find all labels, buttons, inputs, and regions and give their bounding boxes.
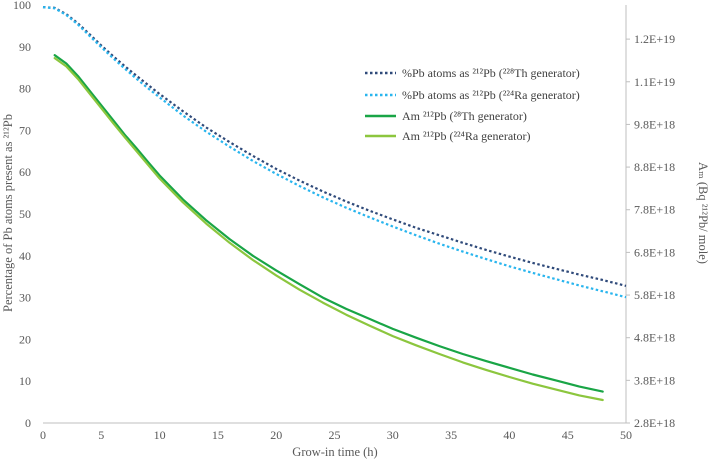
x-tick-label: 30 — [387, 428, 399, 442]
legend-label-ra-activity: Am ²¹²Pb (²²⁴Ra generator) — [402, 129, 530, 143]
x-tick-label: 35 — [445, 428, 457, 442]
legend-label-th-percent: %Pb atoms as ²¹²Pb (²²⁸Th generator) — [402, 66, 580, 80]
y2-tick-label: 3.8E+18 — [634, 373, 675, 387]
series-line-th-activity — [53, 54, 604, 393]
y2-tick-label: 5.8E+18 — [634, 288, 675, 302]
x-tick-label: 50 — [620, 428, 632, 442]
series-line-th-percent — [42, 6, 627, 287]
legend-label-ra-percent: %Pb atoms as ²¹²Pb (²²⁴Ra generator) — [402, 88, 580, 102]
y-axis-label: Percentage of Pb atoms present as ²¹²Pb — [1, 114, 15, 312]
y2-tick-label: 1.1E+19 — [634, 75, 675, 89]
y2-tick-label: 7.8E+18 — [634, 203, 675, 217]
y-tick-label: 20 — [19, 332, 31, 346]
x-tick-label: 15 — [212, 428, 224, 442]
series-lines — [42, 6, 627, 402]
y2-tick-label: 4.8E+18 — [634, 331, 675, 345]
x-tick-label: 5 — [98, 428, 104, 442]
y2-tick-label: 8.8E+18 — [634, 160, 675, 174]
y-tick-label: 0 — [25, 416, 31, 430]
y-tick-label: 10 — [19, 374, 31, 388]
x-tick-label: 10 — [154, 428, 166, 442]
y2-tick-label: 6.8E+18 — [634, 245, 675, 259]
y-tick-label: 70 — [19, 123, 31, 137]
y2-tick-label: 2.8E+18 — [634, 416, 675, 430]
series-line-ra-percent — [42, 6, 627, 299]
x-tick-label: 20 — [270, 428, 282, 442]
x-tick-label: 45 — [562, 428, 574, 442]
y-tick-label: 30 — [19, 291, 31, 305]
y-tick-label: 40 — [19, 249, 31, 263]
legend-label-th-activity: Am ²¹²Pb (²⁸Th generator) — [402, 109, 527, 123]
y-tick-label: 50 — [19, 207, 31, 221]
x-tick-label: 0 — [40, 428, 46, 442]
x-tick-label: 25 — [329, 428, 341, 442]
y2-tick-label: 1.2E+19 — [634, 32, 675, 46]
y-tick-label: 80 — [19, 82, 31, 96]
x-tick-label: 40 — [503, 428, 515, 442]
y-tick-label: 100 — [13, 0, 31, 12]
axes: 0 5 10 15 20 25 30 35 40 45 50 0 10 20 30 40 50 60 70 80 90 1… — [13, 0, 675, 442]
legend: %Pb atoms as ²¹²Pb (²²⁸Th generator) %Pb… — [365, 66, 580, 143]
x-axis-label: Grow-in time (h) — [292, 445, 377, 459]
y2-axis-label: Aₘ (Bq ²¹²Pb/ mole) — [696, 162, 708, 264]
series-line-ra-activity — [53, 56, 604, 402]
y-tick-label: 90 — [19, 40, 31, 54]
y2-tick-label: 9.8E+18 — [634, 117, 675, 131]
y-tick-label: 60 — [19, 165, 31, 179]
